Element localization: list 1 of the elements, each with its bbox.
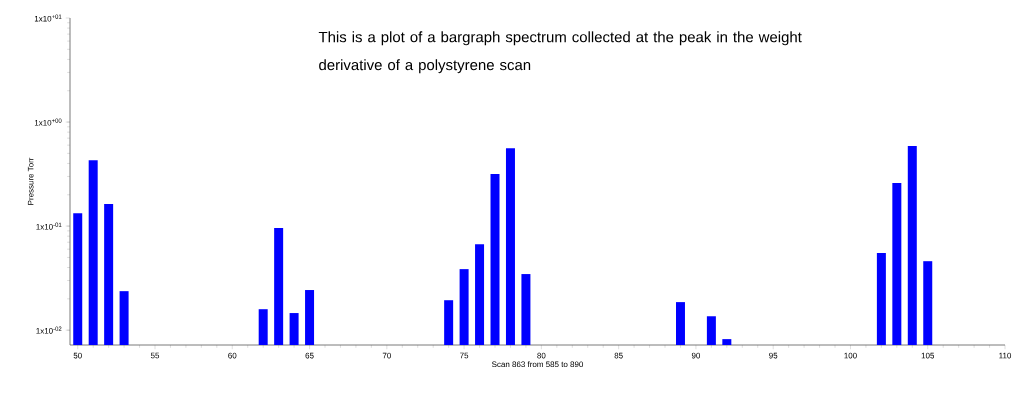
annotation: This is a plot of a bargraph spectrum collected at the peak in the weight derivative of a polystyrene scan (318, 31, 802, 74)
